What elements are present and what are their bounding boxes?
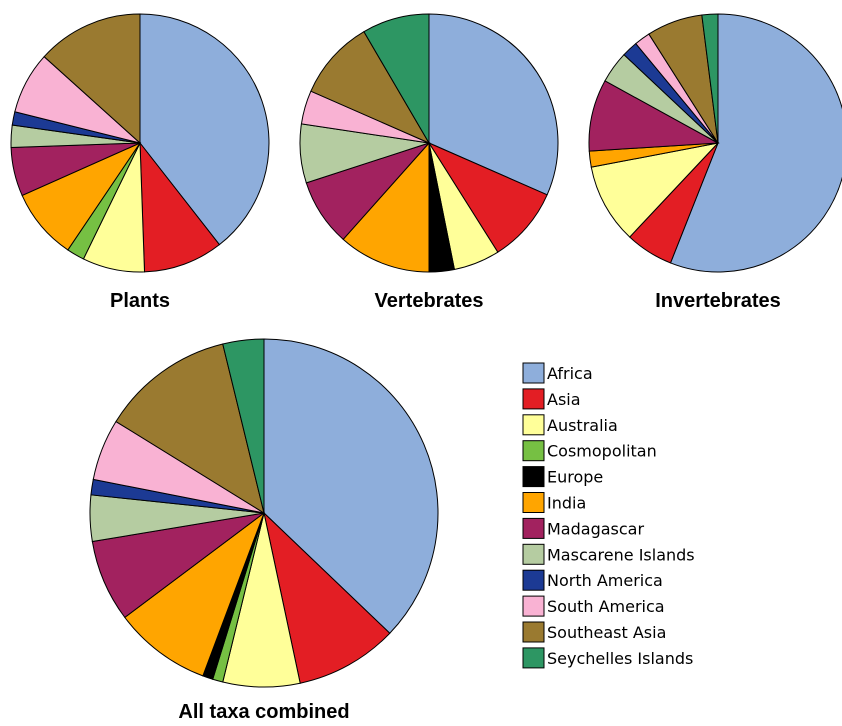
legend-swatch-south-america — [522, 595, 545, 617]
legend-label-madagascar: Madagascar — [547, 519, 644, 538]
pie-slice-all-taxa-india — [124, 511, 266, 677]
pie-slice-all-taxa-africa — [263, 338, 439, 634]
legend-swatch-southeast-asia — [522, 621, 545, 643]
legend-label-asia: Asia — [547, 390, 581, 409]
pie-slice-all-taxa-asia — [263, 511, 391, 684]
legend-label-north-america: North America — [547, 571, 663, 590]
legend-label-australia: Australia — [547, 416, 618, 435]
pie-slice-invertebrates-africa — [669, 13, 842, 273]
pie-slice-vertebrates-africa — [428, 13, 559, 196]
pie-slice-plants-africa — [139, 13, 270, 246]
legend-swatch-cosmopolitan — [522, 440, 545, 462]
legend-swatch-africa — [522, 362, 545, 384]
legend-swatch-europe — [522, 466, 545, 488]
legend-swatch-asia — [522, 388, 545, 410]
legend-label-cosmopolitan: Cosmopolitan — [547, 442, 657, 461]
pie-invertebrates — [588, 13, 842, 273]
legend-label-southeast-asia: Southeast Asia — [547, 623, 666, 642]
pie-title-plants: Plants — [110, 290, 170, 312]
legend-label-india: India — [547, 494, 586, 513]
pie-plants — [10, 13, 270, 273]
pie-title-all-taxa: All taxa combined — [178, 701, 349, 723]
legend-swatch-north-america — [522, 569, 545, 591]
pie-slice-vertebrates-india — [342, 141, 430, 273]
pie-vertebrates — [299, 13, 559, 273]
pie-all-taxa — [89, 338, 439, 688]
legend-swatch-australia — [522, 414, 545, 436]
pie-slice-invertebrates-australia — [590, 142, 720, 238]
pie-slice-vertebrates-asia — [427, 141, 548, 253]
pie-title-vertebrates: Vertebrates — [375, 290, 484, 312]
pie-slice-vertebrates-seychelles-islands — [363, 13, 430, 145]
legend-label-europe: Europe — [547, 468, 603, 487]
legend-label-seychelles-islands: Seychelles Islands — [547, 649, 693, 668]
pie-slice-plants-southeast-asia — [43, 13, 141, 145]
pie-slice-plants-asia — [139, 141, 221, 273]
legend-swatch-india — [522, 492, 545, 513]
legend-label-south-america: South America — [547, 597, 665, 616]
legend-label-mascarene-islands: Mascarene Islands — [547, 545, 695, 564]
pie-slice-invertebrates-seychelles-islands — [701, 13, 719, 144]
legend-label-africa: Africa — [547, 364, 593, 383]
legend: Africa Asia Australia Cosmopolitan Europe Ind… — [522, 362, 695, 669]
legend-swatch-seychelles-islands — [522, 647, 545, 669]
pie-slice-all-taxa-seychelles-islands — [222, 338, 265, 514]
pie-slice-vertebrates-southeast-asia — [310, 30, 431, 145]
legend-swatch-mascarene-islands — [522, 543, 545, 565]
legend-swatch-madagascar — [522, 517, 545, 539]
pie-slice-all-taxa-southeast-asia — [115, 343, 265, 515]
pie-title-invertebrates: Invertebrates — [655, 290, 781, 312]
